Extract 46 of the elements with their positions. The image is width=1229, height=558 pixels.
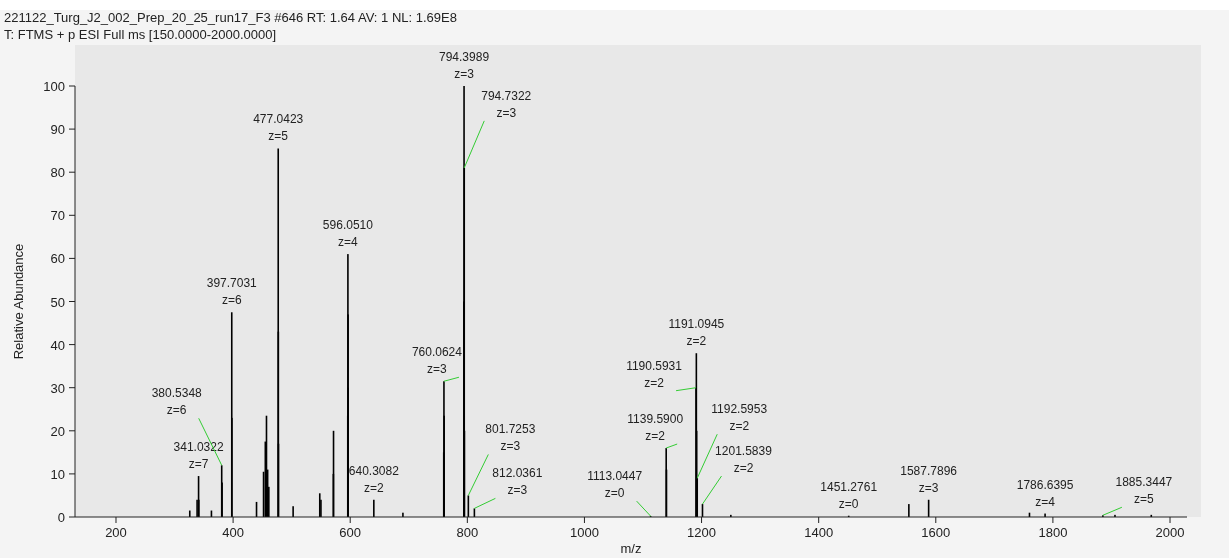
y-tick-label: 50 xyxy=(50,294,65,310)
annotation: 1191.0945 z=2 xyxy=(668,317,725,349)
annotation: 640.3082 z=2 xyxy=(348,463,400,495)
y-tick-label: 100 xyxy=(43,79,65,94)
annotation: 380.5348 z=6 xyxy=(151,386,203,418)
annotation: 596.0510 z=4 xyxy=(322,218,374,250)
annotation: 1113.0447 z=0 xyxy=(587,469,643,501)
y-tick-label: 30 xyxy=(50,380,65,396)
y-tick-label: 90 xyxy=(50,122,65,138)
annotation: 1190.5931 z=2 xyxy=(626,358,683,390)
x-tick-label: 400 xyxy=(222,525,244,540)
annotation: 794.3989 z=3 xyxy=(439,50,490,81)
y-tick-label: 10 xyxy=(50,466,65,482)
y-tick-label: 70 xyxy=(50,208,65,224)
annotation: 1201.5839 z=2 xyxy=(715,444,773,476)
annotation: 397.7031 z=6 xyxy=(206,276,258,308)
x-tick-label: 1800 xyxy=(1038,525,1068,540)
x-tick-label: 200 xyxy=(105,525,127,540)
x-axis-title: m/z xyxy=(620,541,642,556)
annotation: 1786.6395 z=4 xyxy=(1016,477,1074,509)
annotation: 794.7322 z=3 xyxy=(481,88,532,120)
annotation: 801.7253 z=3 xyxy=(485,422,536,454)
x-tick-label: 600 xyxy=(339,525,362,540)
annotation: 1192.5953 z=2 xyxy=(711,402,768,434)
x-tick-label: 1000 xyxy=(569,525,599,540)
y-tick-label: 0 xyxy=(57,510,65,525)
x-tick-label: 800 xyxy=(456,525,479,540)
x-tick-label: 1200 xyxy=(687,525,717,540)
y-tick-label: 80 xyxy=(50,165,65,181)
y-tick-label: 20 xyxy=(50,423,65,439)
x-tick-label: 1600 xyxy=(921,525,951,540)
y-axis-title: Relative Abundance xyxy=(11,243,26,360)
y-tick-label: 40 xyxy=(50,337,65,353)
annotation: 760.0624 z=3 xyxy=(411,345,463,377)
annotation: 1587.7896 z=3 xyxy=(900,463,958,495)
annotation: 1885.3447 z=5 xyxy=(1115,475,1173,507)
annotation: 1139.5900 z=2 xyxy=(627,412,684,444)
x-tick-label: 1400 xyxy=(804,525,834,540)
annotation: 1451.2761 z=0 xyxy=(820,479,878,511)
chart-subtitle: T: FTMS + p ESI Full ms [150.0000-2000.0000] xyxy=(4,27,277,42)
y-tick-label: 60 xyxy=(50,251,65,267)
annotation: 812.0361 z=3 xyxy=(492,466,543,498)
annotation: 477.0423 z=5 xyxy=(253,112,304,144)
annotation: 341.0322 z=7 xyxy=(173,440,224,472)
x-tick-label: 2000 xyxy=(1155,525,1185,540)
chart-title: 221122_Turg_J2_002_Prep_20_25_run17_F3 #646 RT: 1.64 AV: 1 NL: 1.69E8 xyxy=(4,10,457,25)
